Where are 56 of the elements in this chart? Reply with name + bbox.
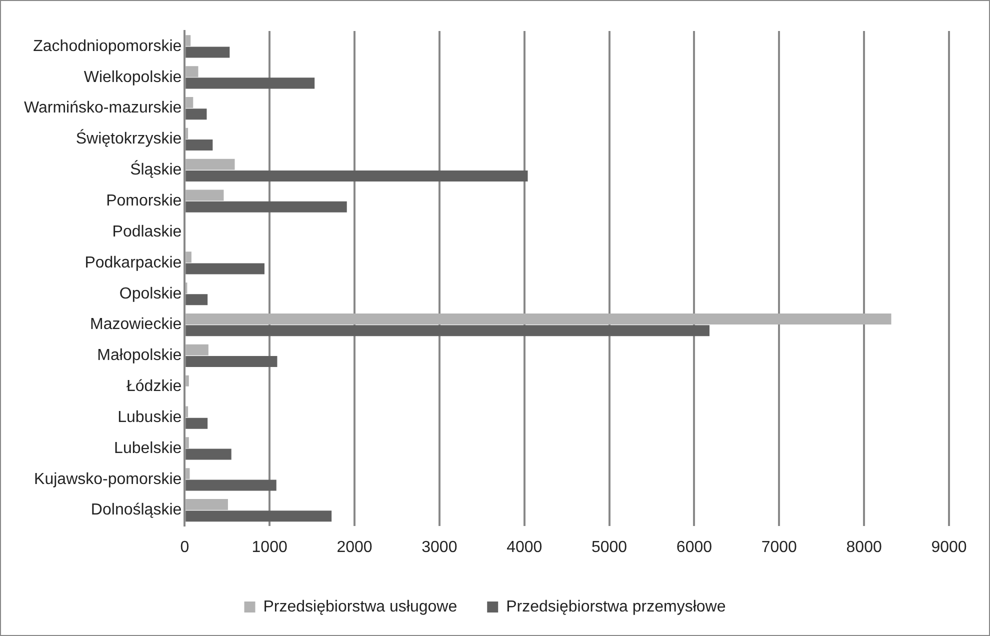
bar bbox=[186, 510, 332, 522]
bar bbox=[186, 480, 276, 491]
y-tick-label: Opolskie bbox=[119, 285, 182, 302]
x-tick-label: 0 bbox=[180, 538, 190, 556]
bar bbox=[186, 344, 208, 356]
bar bbox=[186, 97, 194, 108]
x-tick-label: 4000 bbox=[506, 538, 542, 556]
bar bbox=[186, 418, 208, 429]
bar bbox=[186, 356, 278, 368]
x-tick-label: 7000 bbox=[761, 538, 798, 556]
bar bbox=[186, 35, 191, 46]
bar bbox=[186, 108, 207, 120]
bar bbox=[186, 448, 232, 460]
x-tick-label: 9000 bbox=[931, 538, 967, 556]
bar bbox=[186, 252, 192, 263]
bar bbox=[186, 263, 264, 274]
bar bbox=[186, 325, 710, 336]
bar bbox=[186, 78, 315, 89]
bar bbox=[186, 128, 188, 139]
legend-label: Przedsiębiorstwa przemysłowe bbox=[506, 598, 726, 616]
y-tick-label: Warmińsko-mazurskie bbox=[24, 100, 182, 117]
y-tick-label: Pomorskie bbox=[106, 192, 182, 210]
x-tick-label: 5000 bbox=[591, 538, 628, 556]
bar bbox=[186, 375, 189, 386]
x-tick-label: 6000 bbox=[676, 538, 712, 556]
bar bbox=[186, 294, 208, 306]
x-tick-label: 2000 bbox=[336, 538, 372, 556]
y-tick-label: Dolnośląskie bbox=[90, 502, 182, 519]
y-tick-label: Zachodniopomorskie bbox=[33, 38, 182, 55]
y-tick-label: Śląskie bbox=[130, 160, 182, 179]
y-tick-label: Kujawsko-pomorskie bbox=[34, 470, 182, 488]
bar bbox=[186, 406, 188, 418]
bar bbox=[186, 499, 228, 510]
x-tick-label: 3000 bbox=[422, 538, 458, 556]
bar bbox=[186, 66, 198, 78]
y-tick-label: Podkarpackie bbox=[84, 254, 182, 272]
bar bbox=[186, 437, 189, 448]
y-tick-label: Mazowieckie bbox=[90, 316, 182, 334]
bar bbox=[186, 468, 190, 480]
y-tick-label: Łódzkie bbox=[126, 378, 182, 396]
bar bbox=[186, 313, 892, 324]
bar bbox=[186, 201, 347, 212]
bar bbox=[186, 46, 230, 58]
y-tick-label: Lubelskie bbox=[114, 440, 182, 457]
y-tick-label: Wielkopolskie bbox=[84, 68, 182, 86]
bar bbox=[186, 140, 213, 151]
x-tick-label: 8000 bbox=[846, 538, 882, 556]
legend-label: Przedsiębiorstwa usługowe bbox=[263, 598, 458, 616]
y-tick-label: Podlaskie bbox=[112, 223, 182, 240]
bar bbox=[186, 158, 235, 170]
y-tick-label: Lubuskie bbox=[118, 408, 182, 426]
y-tick-label: Małopolskie bbox=[97, 347, 182, 364]
x-tick-label: 1000 bbox=[252, 538, 288, 556]
y-tick-label: Świętokrzyskie bbox=[76, 128, 182, 148]
bar bbox=[186, 170, 528, 182]
bar bbox=[186, 190, 224, 201]
